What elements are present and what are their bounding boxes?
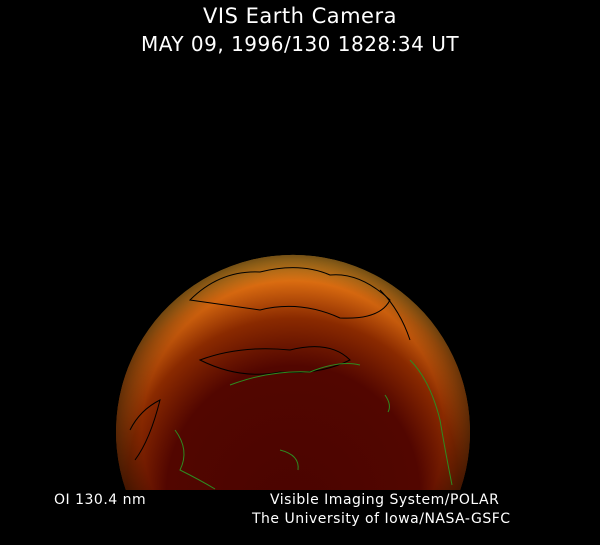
image-title: VIS Earth Camera	[203, 4, 397, 28]
timestamp: MAY 09, 1996/130 1828:34 UT	[140, 32, 460, 56]
instrument-credit: Visible Imaging System/POLAR	[270, 492, 500, 508]
wavelength-label: OI 130.4 nm	[54, 492, 147, 508]
institution-credit: The University of Iowa/NASA-GSFC	[252, 511, 511, 527]
coastlines-dark	[129, 267, 411, 461]
coastlines-sunlit	[174, 359, 453, 490]
